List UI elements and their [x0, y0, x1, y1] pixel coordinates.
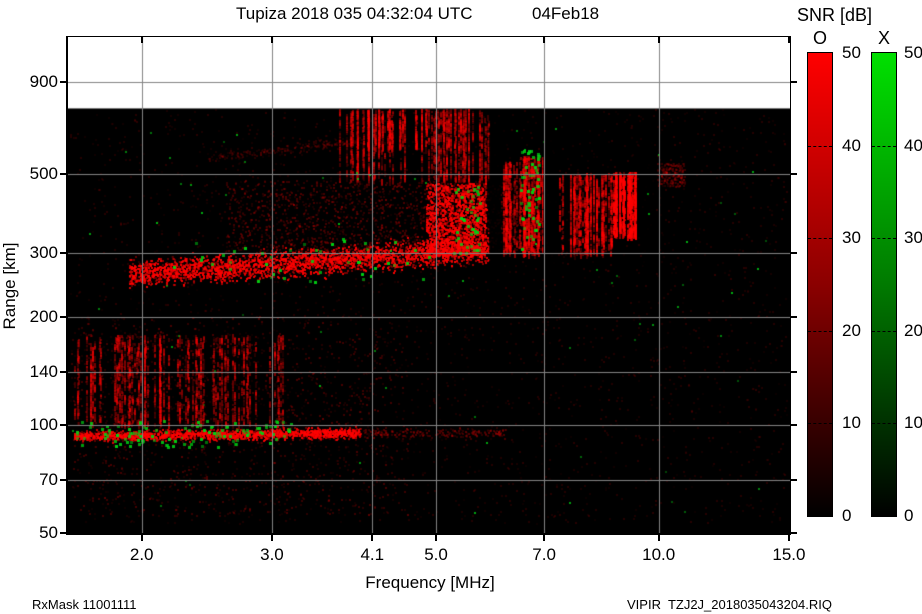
y-tick-label: 70 [39, 470, 58, 490]
data-file-text: VIPIR TZJ2J_2018035043204.RIQ [627, 597, 832, 612]
x-tick-label: 7.0 [532, 545, 556, 564]
colorbar-o-tick-label: 30 [842, 228, 861, 248]
y-tick-label: 200 [29, 306, 58, 326]
colorbar-x-tick-label: 10 [904, 413, 922, 433]
y-tick-label: 140 [29, 362, 58, 382]
x-tick-mark-bottom [270, 535, 273, 541]
x-tick-label: 15.0 [772, 545, 806, 564]
y-tick-mark-right [791, 252, 797, 255]
y-tick-mark-left [60, 423, 67, 426]
y-tick-mark-right [791, 371, 797, 374]
y-tick-label: 900 [29, 71, 58, 91]
y-tick-mark-right [791, 172, 797, 175]
colorbar-tick-dash [872, 330, 896, 332]
plot-date: 04Feb18 [532, 4, 600, 23]
x-tick-mark-bottom [435, 535, 438, 541]
y-tick-label: 500 [29, 163, 58, 183]
colorbar-tick-dash [808, 145, 832, 147]
y-tick-mark-left [60, 371, 67, 374]
x-axis-title: Frequency [MHz] [365, 573, 495, 592]
colorbar-tick-dash [808, 330, 832, 332]
x-tick-mark-top [787, 37, 790, 43]
colorbar-tick-dash [808, 238, 832, 240]
colorbar-o-tick-label: 10 [842, 413, 861, 433]
y-tick-mark-left [60, 80, 67, 83]
y-tick-mark-left [60, 315, 67, 318]
colorbar-title: SNR [dB] [797, 5, 873, 25]
x-tick-mark-top [543, 37, 546, 43]
ionogram-heatmap [68, 37, 790, 533]
colorbar-o-tick-label: 0 [842, 506, 852, 525]
y-tick-mark-left [60, 172, 67, 175]
y-tick-mark-right [791, 532, 797, 534]
colorbar-x-tick-label: 30 [904, 228, 922, 248]
y-tick-mark-right [791, 315, 797, 318]
x-tick-label: 4.1 [360, 545, 385, 564]
x-tick-mark-bottom [371, 535, 374, 541]
x-tick-mark-top [435, 37, 438, 43]
y-tick-label: 300 [29, 243, 58, 263]
x-tick-mark-top [657, 37, 660, 43]
y-tick-label: 100 [29, 414, 58, 434]
x-tick-label: 10.0 [642, 545, 676, 564]
o-mode-label: O [812, 28, 827, 48]
y-axis-title: Range [km] [0, 242, 19, 330]
x-tick-mark-bottom [543, 535, 546, 541]
y-tick-label: 50 [39, 523, 58, 542]
colorbar-o-tick-label: 50 [842, 43, 861, 62]
plot-title: Tupiza 2018 035 04:32:04 UTC [236, 4, 473, 23]
colorbar-o-tick-label: 20 [842, 320, 861, 340]
x-tick-mark-bottom [657, 535, 660, 541]
colorbar-tick-dash [808, 423, 832, 425]
colorbar-x-tick-label: 40 [904, 135, 922, 155]
x-mode-label: X [877, 28, 890, 48]
y-tick-mark-right [791, 80, 797, 83]
colorbar-x-tick-label: 0 [904, 506, 914, 525]
x-tick-label: 2.0 [129, 545, 154, 564]
y-tick-mark-right [791, 423, 797, 426]
x-tick-label: 5.0 [424, 545, 448, 564]
x-tick-mark-top [140, 37, 143, 43]
x-tick-mark-bottom [140, 535, 143, 541]
colorbar-tick-dash [872, 145, 896, 147]
colorbar-o-tick-label: 40 [842, 135, 861, 155]
y-tick-mark-left [60, 532, 67, 534]
x-tick-mark-bottom [787, 535, 790, 541]
plot-frame [66, 36, 791, 535]
x-tick-mark-top [371, 37, 374, 43]
colorbar-tick-dash [872, 423, 896, 425]
rxmask-text: RxMask 11001111 [32, 597, 137, 612]
x-tick-label: 3.0 [260, 545, 284, 564]
y-tick-mark-left [60, 479, 67, 482]
y-tick-mark-right [791, 479, 797, 482]
colorbar-x-tick-label: 50 [904, 43, 922, 62]
colorbar-tick-dash [872, 238, 896, 240]
colorbar-x-tick-label: 20 [904, 320, 922, 340]
x-mode-colorbar [871, 52, 897, 517]
x-tick-mark-top [270, 37, 273, 43]
y-tick-mark-left [60, 252, 67, 255]
o-mode-colorbar [807, 52, 833, 517]
